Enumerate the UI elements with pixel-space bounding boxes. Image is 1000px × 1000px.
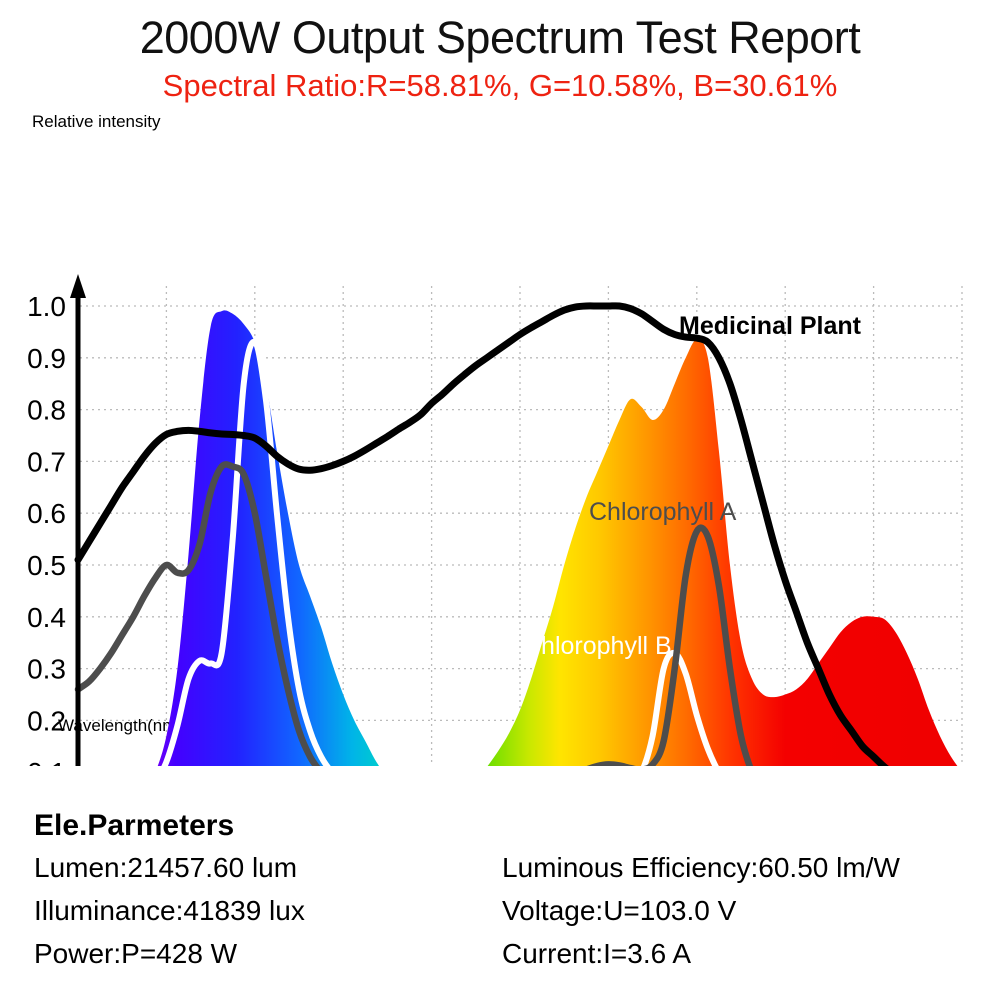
y-axis-title: Relative intensity	[32, 112, 161, 131]
parameter-row: Lumen:21457.60 lum Luminous Efficiency:6…	[34, 846, 1000, 889]
svg-text:0.3: 0.3	[27, 654, 66, 685]
parameter-row: Illuminance:41839 lux Voltage:U=103.0 V	[34, 889, 1000, 932]
spectral-ratio-label: Spectral Ratio:R=58.81%, G=10.58%, B=30.…	[162, 68, 838, 103]
chlorophyll-a-curve	[74, 461, 754, 766]
report-header: 2000W Output Spectrum Test Report Spectr…	[0, 0, 1000, 106]
current-value: Current:I=3.6 A	[502, 938, 692, 969]
svg-text:0.7: 0.7	[27, 446, 66, 477]
page-title: 2000W Output Spectrum Test Report	[139, 12, 861, 63]
chlorophyll-a-label: Chlorophyll A	[589, 498, 737, 526]
power-value: Power:P=428 W	[34, 938, 238, 969]
chlorophyll-b-curve	[161, 338, 719, 766]
svg-text:0.1: 0.1	[27, 757, 66, 766]
y-axis-tick-labels: 1.00.90.80.70.60.50.40.30.20.10	[27, 291, 66, 766]
parameter-row: Power:P=428 W Current:I=3.6 A	[34, 932, 1000, 975]
chart-axes	[70, 274, 86, 766]
lumen-value: Lumen:21457.60 lum	[34, 852, 298, 883]
svg-text:0.6: 0.6	[27, 498, 66, 529]
svg-text:0.9: 0.9	[27, 343, 66, 374]
svg-text:0.8: 0.8	[27, 395, 66, 426]
electrical-parameters: Ele.Parmeters Lumen:21457.60 lum Luminou…	[0, 806, 1000, 975]
svg-text:0.2: 0.2	[27, 705, 66, 736]
svg-text:0.4: 0.4	[27, 602, 66, 633]
x-axis-title: Wavelength(nm)	[58, 716, 183, 735]
illuminance-value: Illuminance:41839 lux	[34, 895, 305, 926]
efficiency-value: Luminous Efficiency:60.50 lm/W	[502, 852, 900, 883]
svg-text:1.0: 1.0	[27, 291, 66, 322]
spectrum-chart: Relative intensity Wavelength(nm)	[0, 106, 1000, 766]
chlorophyll-b-label: Chlorophyll B	[523, 632, 672, 660]
medicinal-plant-curve	[74, 302, 889, 766]
parameters-heading: Ele.Parmeters	[34, 809, 235, 842]
medicinal-plant-label: Medicinal Plant	[679, 312, 862, 340]
voltage-value: Voltage:U=103.0 V	[502, 895, 737, 926]
svg-text:0.5: 0.5	[27, 550, 66, 581]
chart-canvas: 1.00.90.80.70.60.50.40.30.20.10 38042046…	[27, 274, 963, 766]
output-spectrum-area	[157, 310, 958, 766]
